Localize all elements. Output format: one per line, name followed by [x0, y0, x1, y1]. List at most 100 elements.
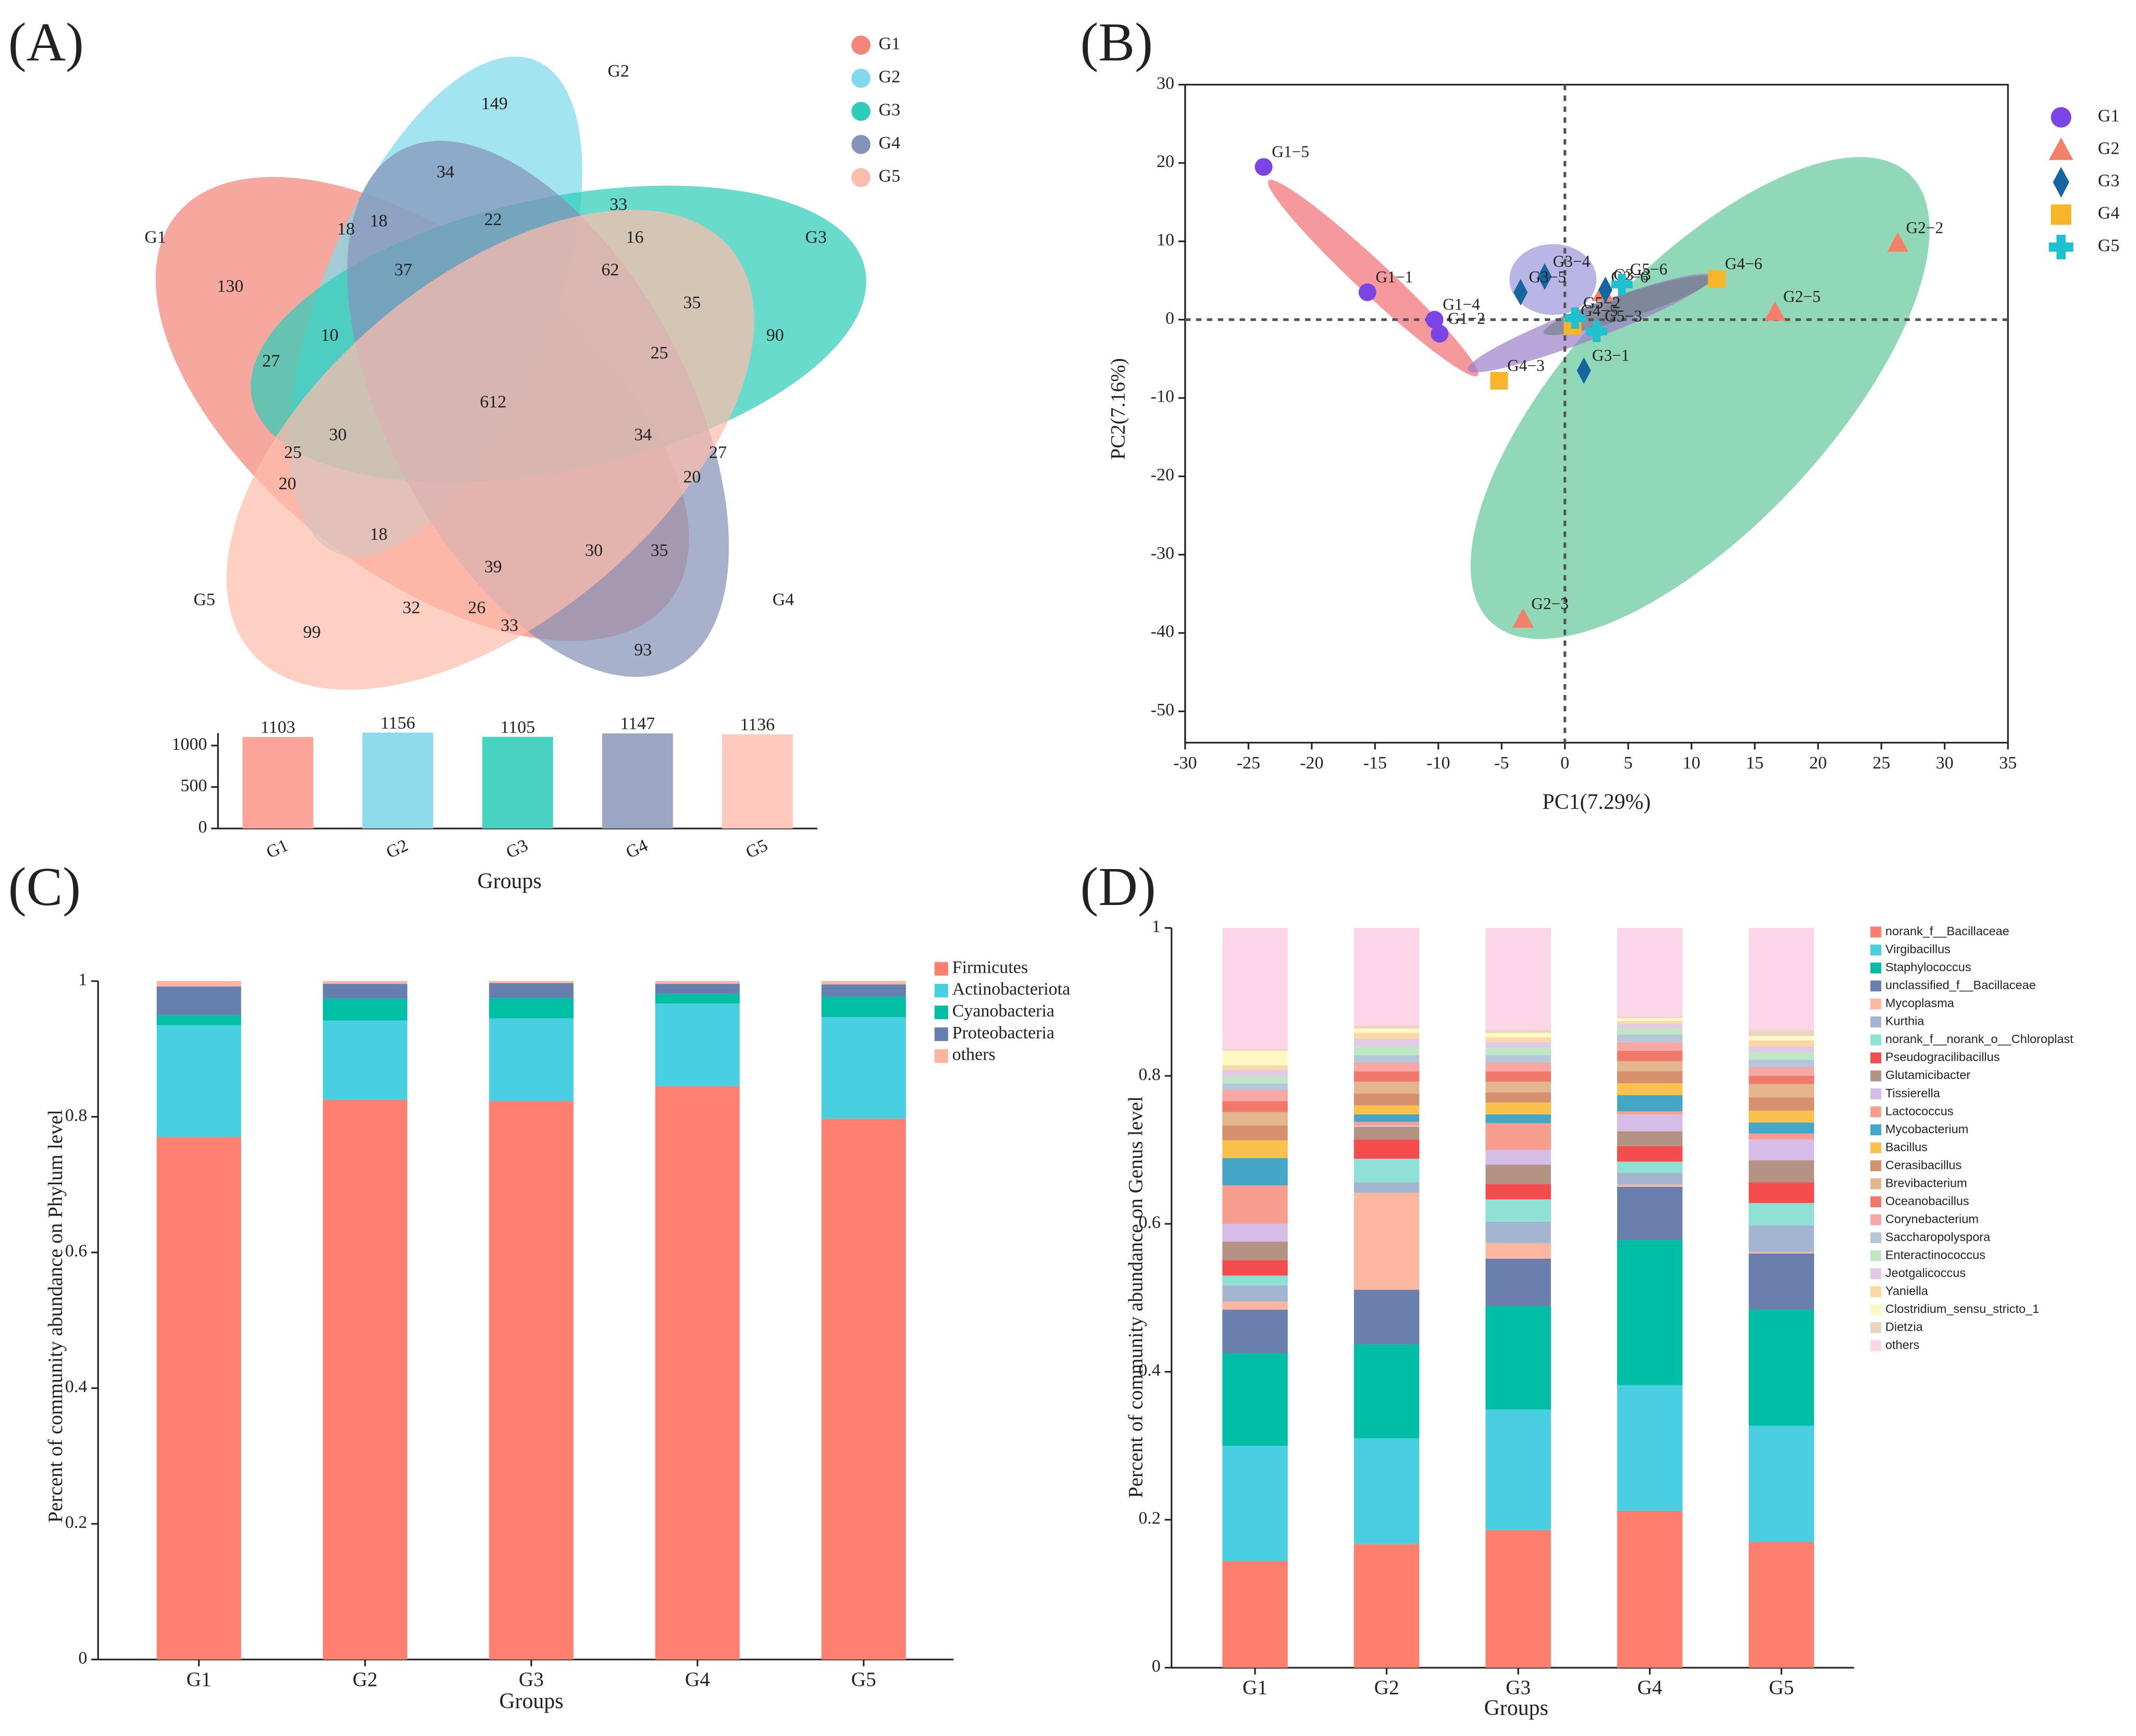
bar-segment: [1222, 1070, 1288, 1077]
y-tick-label: 1: [1152, 917, 1161, 936]
legend-swatch: [1870, 1322, 1882, 1333]
legend-marker: [2048, 234, 2073, 259]
legend-swatch: [1870, 1034, 1882, 1046]
legend-text: Proteobacteria: [952, 1023, 1054, 1043]
legend-text: G3: [2098, 171, 2120, 191]
bar-segment: [1353, 1039, 1420, 1047]
bar-segment: [1222, 1260, 1288, 1276]
region-count: 20: [279, 474, 296, 493]
legend-swatch: [1870, 1106, 1882, 1118]
y-tick-label: 0.2: [65, 1513, 87, 1532]
x-tick-label: G3: [519, 1668, 544, 1691]
bar-segment: [1617, 1034, 1683, 1042]
bar-segment: [1748, 1059, 1815, 1067]
legend-text: G5: [2098, 236, 2120, 255]
set-label: G3: [805, 228, 827, 247]
x-tick-label: G2: [353, 1668, 378, 1691]
bar-segment: [1485, 1150, 1551, 1165]
region-count: 26: [468, 598, 486, 617]
x-tick-label: G3: [1506, 1677, 1531, 1699]
data-point: [1586, 320, 1607, 342]
set-label: G4: [773, 590, 794, 609]
legend-text: Kurthia: [1885, 1014, 1924, 1028]
legend-text: Firmicutes: [952, 958, 1028, 977]
x-tick-label: G3: [503, 836, 531, 862]
region-count: 18: [370, 525, 388, 544]
bar-segment: [1222, 1242, 1288, 1260]
bar-segment: [1748, 1253, 1815, 1310]
bar-segment: [1485, 1306, 1551, 1410]
legend-swatch: [1870, 1088, 1882, 1099]
bar-segment: [1617, 1050, 1683, 1061]
legend-text: G4: [879, 133, 901, 153]
bar-segment: [1222, 1285, 1288, 1302]
x-tick-label: -20: [1300, 753, 1323, 773]
legend-text: norank_f__Bacillaceae: [1885, 924, 2009, 938]
bar-segment: [1485, 1033, 1551, 1038]
legend-swatch: [1870, 1250, 1882, 1261]
x-tick-label: G5: [851, 1668, 876, 1691]
bar-segment: [1353, 1122, 1420, 1126]
x-axis-label: PC1(7.29%): [1543, 790, 1651, 814]
bar-segment: [1748, 1097, 1815, 1111]
bar-segment: [489, 983, 574, 998]
value-label: 1136: [740, 715, 775, 734]
legend-text: unclassified_f__Bacillaceae: [1885, 978, 2036, 992]
x-tick-label: 35: [1999, 753, 2017, 773]
bar-segment: [1617, 1385, 1683, 1511]
bar-segment: [1748, 1122, 1815, 1134]
panel-label: (A): [8, 12, 84, 72]
y-axis-label: Percent of community abundance on Genus …: [1124, 1096, 1147, 1498]
bar-segment: [1485, 1082, 1551, 1093]
region-count: 35: [651, 541, 668, 560]
bar-segment: [156, 1015, 241, 1025]
x-tick-label: G5: [743, 836, 771, 862]
legend-swatch: [934, 984, 948, 998]
bar-segment: [156, 1025, 241, 1137]
legend-text: Brevibacterium: [1885, 1176, 1967, 1189]
bar-segment: [1617, 1510, 1683, 1668]
bar-segment: [1485, 1221, 1551, 1243]
bar-segment: [1222, 1125, 1288, 1140]
region-count: 30: [329, 425, 346, 444]
legend-swatch: [1870, 1142, 1882, 1154]
data-point: [1576, 357, 1591, 384]
x-tick-label: 0: [1560, 753, 1569, 773]
y-tick-label: 30: [1157, 73, 1174, 93]
point-label: G5−2: [1583, 294, 1621, 312]
legend-swatch: [1870, 944, 1882, 956]
data-point: [1887, 232, 1909, 252]
bar-segment: [1353, 1544, 1420, 1668]
x-tick-label: G4: [623, 836, 651, 862]
legend-marker: [2053, 167, 2069, 198]
bar-segment: [1748, 928, 1815, 1030]
point-label: G1−5: [1272, 142, 1309, 160]
data-point: [1431, 325, 1449, 343]
bar-segment: [1748, 1139, 1815, 1160]
y-tick-label: 0.8: [1138, 1065, 1160, 1084]
legend-swatch: [1870, 1286, 1882, 1297]
point-label: G3−5: [1529, 268, 1566, 286]
bar-segment: [322, 984, 407, 999]
set-label: G5: [193, 590, 215, 609]
bar-segment: [655, 984, 740, 994]
set-label: G2: [607, 61, 629, 81]
data-point: [1611, 274, 1633, 295]
region-count: 25: [284, 443, 302, 462]
bar: [242, 737, 314, 829]
bar-segment: [1485, 1199, 1551, 1222]
bar-segment: [1748, 1084, 1815, 1098]
bar-segment: [655, 1086, 740, 1660]
value-label: 1147: [620, 714, 655, 734]
bar: [722, 734, 793, 829]
bar-segment: [1617, 1018, 1683, 1021]
legend-text: Jeotgalicoccus: [1885, 1266, 1966, 1280]
point-label: G1−1: [1375, 268, 1413, 286]
x-tick-label: 15: [1746, 753, 1764, 773]
bar-segment: [1485, 1409, 1551, 1530]
bar-segment: [1485, 1062, 1551, 1072]
legend-swatch: [934, 1049, 948, 1063]
bar-segment: [1485, 1184, 1551, 1200]
x-tick-label: 20: [1809, 753, 1827, 773]
bar-segment: [1222, 1050, 1288, 1066]
